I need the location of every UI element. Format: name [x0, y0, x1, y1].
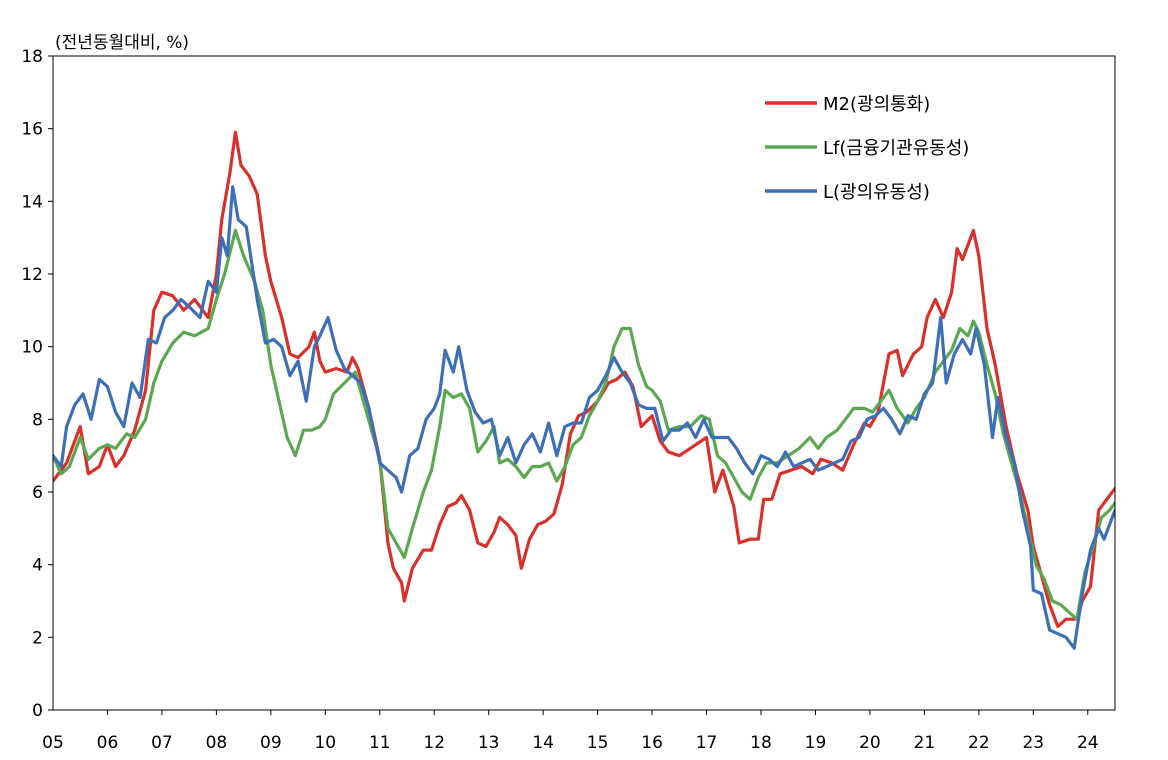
legend-label-2: L(광의유동성) — [823, 182, 930, 203]
x-tick-label: 24 — [1077, 733, 1099, 753]
plot-area-frame — [52, 55, 1116, 711]
x-tick-label: 13 — [478, 733, 500, 753]
y-tick-label: 16 — [21, 120, 43, 140]
legend-label-0: M2(광의통화) — [823, 94, 930, 115]
y-tick-label: 18 — [21, 47, 43, 67]
x-tick-label: 18 — [750, 733, 772, 753]
x-tick-label: 19 — [805, 733, 827, 753]
x-tick-label: 09 — [260, 733, 282, 753]
y-tick-label: 10 — [21, 338, 43, 358]
series-line-2 — [53, 185, 1115, 650]
x-tick-label: 15 — [587, 733, 609, 753]
y-tick-label: 14 — [21, 192, 43, 212]
y-tick-label: 0 — [32, 701, 43, 721]
x-tick-label: 17 — [696, 733, 718, 753]
x-tick-label: 10 — [314, 733, 336, 753]
series-layer — [53, 130, 1115, 650]
y-tick-label: 12 — [21, 265, 43, 285]
y-tick-label: 4 — [32, 556, 43, 576]
x-tick-label: 07 — [151, 733, 173, 753]
x-tick-label: 20 — [859, 733, 881, 753]
x-tick-label: 12 — [423, 733, 445, 753]
series-line-0 — [53, 130, 1115, 628]
series-line-1 — [53, 228, 1115, 621]
x-tick-label: 22 — [968, 733, 990, 753]
x-tick-label: 16 — [641, 733, 663, 753]
x-tick-label: 08 — [206, 733, 228, 753]
x-tick-label: 05 — [42, 733, 64, 753]
y-axis: 0 2 4 6 8 10 12 14 16 18 — [21, 47, 53, 721]
legend: M2(광의통화) Lf(금융기관유동성) L(광의유동성) — [765, 94, 969, 203]
y-tick-label: 6 — [32, 483, 43, 503]
x-tick-label: 21 — [914, 733, 936, 753]
x-tick-label: 11 — [369, 733, 391, 753]
x-tick-label: 06 — [97, 733, 119, 753]
x-tick-label: 14 — [532, 733, 554, 753]
x-tick-label: 23 — [1022, 733, 1044, 753]
x-axis: 05 06 07 08 09 10 11 12 13 14 15 16 17 18 19 20 21 22 23 24 — [42, 710, 1099, 753]
legend-label-1: Lf(금융기관유동성) — [823, 138, 969, 159]
y-tick-label: 2 — [32, 628, 43, 648]
y-tick-label: 8 — [32, 410, 43, 430]
unit-label: (전년동월대비, %) — [55, 33, 189, 53]
